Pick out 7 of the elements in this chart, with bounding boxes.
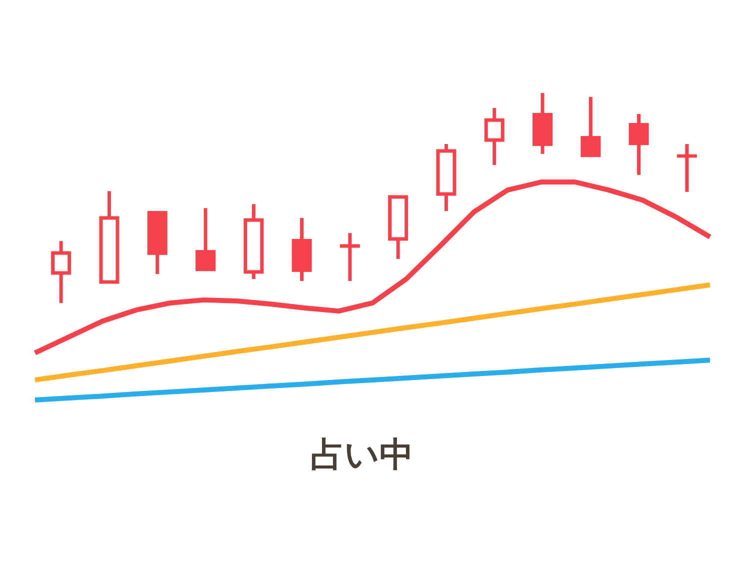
candlestick [196, 208, 216, 272]
candlestick [484, 108, 504, 166]
candlestick [340, 233, 360, 281]
candlestick [628, 114, 649, 175]
candlestick [580, 96, 601, 158]
candlestick [51, 241, 72, 303]
text: 占い中 [310, 435, 414, 475]
